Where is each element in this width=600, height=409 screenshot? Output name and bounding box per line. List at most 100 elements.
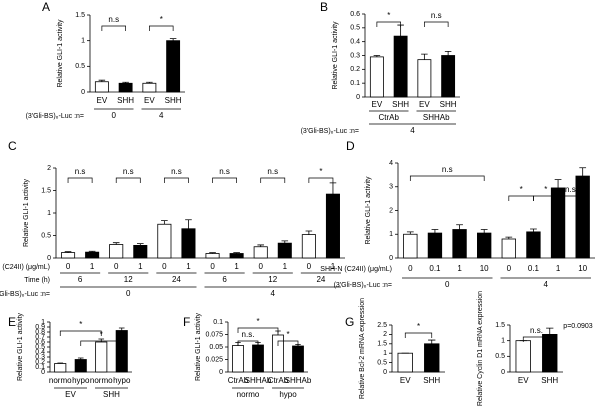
bar — [54, 363, 67, 373]
y-tick-label: 0.3 — [350, 52, 360, 59]
y-tick-label: 0.1 — [350, 80, 360, 87]
category-label: 0 — [507, 264, 512, 273]
y-tick-label: 0.6 — [35, 339, 45, 346]
error-bar — [421, 53, 428, 60]
error-bar — [428, 339, 436, 344]
significance-bracket — [237, 327, 279, 333]
category-label: SHH — [117, 96, 134, 105]
error-bar — [406, 231, 414, 235]
significance-bracket — [80, 340, 123, 346]
significance-bracket — [277, 340, 299, 346]
error-bar — [233, 252, 240, 254]
category-label: 1 — [90, 262, 95, 271]
significance-label: n.s — [442, 165, 453, 174]
annotation: p=0.0903 — [563, 323, 592, 330]
row-label: (3'Gli-BS)₆-Luc :n= — [0, 291, 50, 298]
category-label: 4 — [410, 126, 415, 135]
category-label: 0 — [162, 262, 167, 271]
category-label: 0 — [408, 264, 413, 273]
y-tick-label: 0 — [356, 94, 360, 101]
significance-label: n.s. — [530, 326, 543, 335]
bar — [74, 359, 87, 373]
y-tick-label: 1.5 — [75, 12, 85, 19]
y-tick-label: 0.3 — [35, 354, 45, 361]
y-tick-label: 2 — [47, 165, 51, 172]
panel-letter: A — [42, 0, 50, 14]
category-label: 10 — [480, 264, 489, 273]
y-tick-label: 2 — [389, 207, 393, 214]
error-bar — [88, 250, 96, 253]
error-bar — [456, 224, 463, 230]
row-label: Time (h) — [24, 277, 50, 284]
category-label: EV — [518, 376, 529, 385]
error-bar — [530, 228, 537, 232]
error-bar — [122, 81, 129, 84]
category-label: normo — [49, 376, 72, 385]
y-tick-label: 1.5 — [377, 341, 387, 348]
y-axis-label: Relative GLI-1 activity — [17, 312, 24, 381]
row-label: SHH-N (C24II) (μg/mL) — [320, 266, 392, 273]
error-bar — [444, 50, 452, 56]
y-tick-label: 0.025 — [205, 356, 223, 363]
category-label: 4 — [271, 289, 276, 298]
category-label: SHHAb — [245, 376, 272, 385]
bar — [452, 229, 467, 259]
significance-bracket — [424, 21, 449, 27]
y-tick-label: 0 — [47, 255, 51, 262]
category-label: 6 — [78, 275, 83, 284]
bar — [61, 252, 76, 259]
category-label: 0 — [445, 280, 450, 289]
significance-label: n.s — [565, 185, 576, 194]
error-bar — [329, 182, 337, 195]
significance-bracket — [557, 195, 584, 201]
bar — [427, 232, 443, 259]
significance-label: * — [160, 15, 163, 24]
panel-letter: E — [8, 315, 16, 329]
error-bar — [98, 338, 105, 342]
significance-label: * — [286, 330, 289, 339]
significance-label: n.s — [267, 167, 278, 176]
panel-letter: F — [183, 315, 190, 329]
error-bar — [77, 357, 84, 360]
category-label: 0 — [114, 262, 119, 271]
y-tick-label: 0.5 — [41, 232, 51, 239]
bar — [403, 233, 418, 259]
y-tick-label: 0.8 — [35, 329, 45, 336]
category-label: EV — [144, 96, 155, 105]
y-axis-label: Relative GLI-1 activity — [23, 178, 30, 247]
bar — [397, 352, 413, 373]
bar — [133, 244, 148, 259]
error-bar — [64, 251, 72, 253]
y-tick-label: 0.4 — [350, 39, 360, 46]
category-label: 0 — [307, 262, 312, 271]
y-tick-label: 0.1 — [213, 319, 223, 326]
category-label: 1 — [283, 262, 288, 271]
significance-label: * — [544, 185, 547, 194]
category-label: EV — [419, 100, 430, 109]
y-tick-label: 0.5 — [495, 353, 505, 360]
category-label: SHH — [165, 96, 182, 105]
category-label: 1 — [331, 262, 336, 271]
significance-bracket — [67, 177, 93, 183]
error-bar — [209, 252, 216, 254]
significance-label: n.s — [75, 167, 86, 176]
bar — [441, 55, 456, 98]
category-label: 4 — [544, 280, 549, 289]
significance-label: n.s — [108, 15, 119, 24]
y-tick-label: 0.5 — [377, 359, 387, 366]
bar — [277, 242, 292, 259]
y-tick-label: 0.9 — [35, 324, 45, 331]
y-tick-label: 0.4 — [35, 349, 45, 356]
y-tick-label: 0.1 — [35, 364, 45, 371]
bar — [575, 175, 590, 259]
bar — [85, 251, 100, 259]
y-tick-label: 2 — [383, 331, 387, 338]
bar — [477, 232, 492, 259]
bar — [515, 340, 531, 373]
y-tick-label: 0.6 — [350, 11, 360, 18]
bar — [325, 193, 340, 259]
bar — [205, 253, 220, 259]
panel-letter: D — [346, 139, 355, 153]
bar — [232, 345, 244, 373]
significance-bracket — [101, 25, 126, 31]
